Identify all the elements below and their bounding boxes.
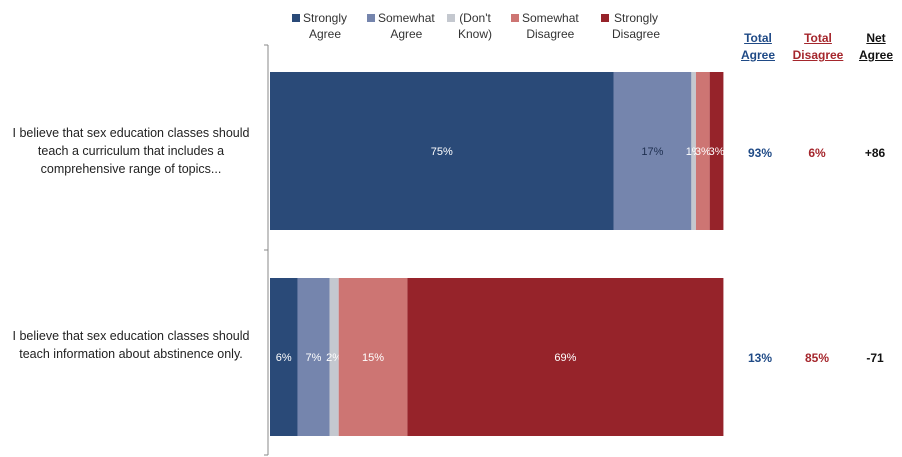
total-disagree-value: 85% [804, 351, 830, 365]
net-agree-value: -71 [866, 351, 884, 365]
bar-segment [695, 72, 710, 230]
legend-swatch-somewhat-agree [367, 14, 375, 22]
legend-item-somewhat-agree: Somewhat Agree [367, 10, 447, 42]
legend-item-somewhat-disagree: Somewhat Disagree [511, 10, 601, 42]
legend-label: Somewhat [522, 11, 579, 25]
legend-label: Know) [458, 27, 493, 41]
legend-swatch-somewhat-disagree [511, 14, 519, 22]
bar-segment [297, 278, 330, 436]
bar-segment [329, 278, 339, 436]
bars-group: 75% 17% 1%3%3%6% 7% 2% 15% 69% [270, 72, 725, 436]
total-agree-value: 93% [747, 146, 773, 160]
legend-swatch-strongly-agree [292, 14, 300, 22]
total-agree-value: 13% [747, 351, 773, 365]
total-disagree-value: 6% [808, 146, 826, 160]
header-total-agree: Total Agree [740, 31, 775, 62]
legend-label: (Don't [459, 11, 491, 25]
bar-segment [338, 278, 408, 436]
header-total-disagree: Total Disagree [792, 31, 844, 62]
bar-value-label: 3% [709, 146, 725, 158]
legend-item-strongly-agree: Strongly Agree [292, 10, 367, 42]
bar-value-label: 69% [554, 352, 576, 364]
legend-label: Strongly [303, 11, 348, 25]
legend-swatch-dont-know [447, 14, 455, 22]
legend-label: Disagree [612, 27, 661, 41]
bar-segment [270, 72, 614, 230]
legend-swatch-strongly-disagree [601, 14, 609, 22]
bar-segment [709, 72, 724, 230]
net-agree-value: +86 [864, 146, 886, 160]
category-label: I believe that sex education classes sho… [12, 126, 250, 176]
bar-value-label: 17% [641, 146, 663, 158]
bar-value-label: 15% [362, 352, 384, 364]
legend-item-dont-know: (Don't Know) [447, 10, 511, 42]
bar-segment [407, 278, 724, 436]
legend-label: Strongly [614, 11, 659, 25]
legend-label: Agree [390, 27, 423, 41]
bar-segment [691, 72, 696, 230]
legend-label: Agree [309, 27, 342, 41]
bar-value-label: 6% [276, 352, 292, 364]
legend-label: Disagree [526, 27, 575, 41]
header-net-agree: Net Agree [858, 31, 893, 62]
legend: Strongly Agree Somewhat Agree (Don't Know) … [292, 10, 691, 42]
bar-value-label: 2% [326, 352, 342, 364]
bar-value-label: 75% [431, 146, 453, 158]
bar-value-label: 3% [695, 146, 711, 158]
legend-label: Somewhat [378, 11, 435, 25]
bar-value-label: 7% [306, 352, 322, 364]
category-label: I believe that sex education classes sho… [12, 329, 250, 361]
legend-item-strongly-disagree: Strongly Disagree [601, 10, 691, 42]
bar-segment [270, 278, 298, 436]
bar-segment [613, 72, 692, 230]
